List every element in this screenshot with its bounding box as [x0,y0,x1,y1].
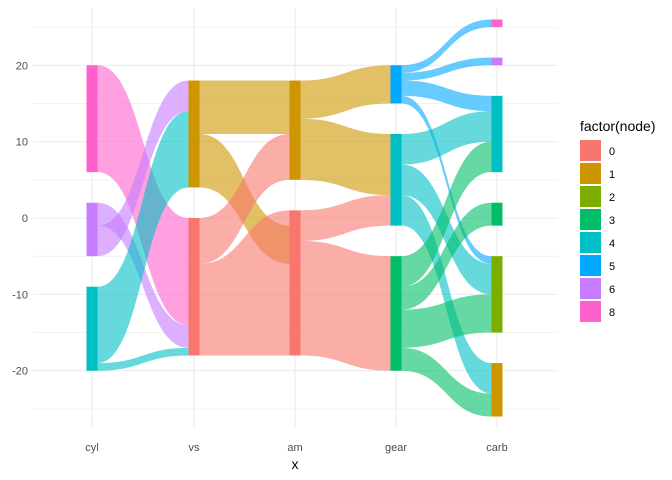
node-am-0 [289,210,301,356]
flow-am-to-gear [300,240,391,371]
node-bars [86,19,503,417]
node-cyl-8 [86,65,98,173]
x-tick-label-carb: carb [486,442,507,454]
x-tick-label-vs: vs [189,442,201,454]
flow-gear-to-carb [401,294,492,348]
node-carb-1 [491,363,503,417]
flow-cyl-to-vs [97,65,189,325]
legend-title: factor(node) [580,118,655,134]
flow-ribbons [97,19,492,417]
legend-label-8: 8 [609,307,615,319]
flow-gear-to-carb [401,57,492,81]
node-carb-3 [491,202,503,226]
x-tick-label-cyl: cyl [85,442,98,454]
flow-gear-to-carb [401,202,492,310]
flow-gear-to-carb [401,141,492,287]
flow-vs-to-am [199,80,290,134]
node-gear-3 [390,256,402,371]
legend-label-0: 0 [609,146,615,158]
node-am-1 [289,80,301,180]
legend-label-3: 3 [609,215,615,227]
flow-am-to-gear [300,65,391,119]
y-tick-label: -10 [12,289,28,301]
flow-cyl-to-vs [97,80,189,257]
flow-cyl-to-vs [97,111,189,364]
flow-gear-to-carb [401,95,492,264]
flow-cyl-to-vs [97,202,189,348]
flow-am-to-gear [300,118,391,196]
legend-key-0 [580,140,601,161]
node-vs-0 [188,218,200,356]
y-tick-label: -20 [12,366,28,378]
legend-key-8 [580,301,601,322]
x-tick-label-am: am [287,442,302,454]
legend-label-1: 1 [609,169,615,181]
legend-key-3 [580,209,601,230]
legend-label-2: 2 [609,192,615,204]
legend-label-5: 5 [609,261,615,273]
node-carb-4 [491,95,503,173]
flow-cyl-to-vs [97,347,189,371]
x-axis-title: x [292,456,299,472]
flow-vs-to-am [199,210,290,356]
legend-key-5 [580,255,601,276]
flow-gear-to-carb [401,80,492,112]
x-axis-ticks: cyl vs am gear carb [85,442,507,454]
flow-gear-to-carb [401,347,492,417]
x-tick-label-gear: gear [385,442,407,454]
flow-vs-to-am [199,134,290,264]
node-cyl-4 [86,286,98,371]
flow-gear-to-carb [401,19,492,73]
node-vs-1 [188,80,200,188]
y-tick-label: 20 [16,60,28,72]
legend-label-4: 4 [609,238,615,250]
y-axis-ticks: -20 -10 0 10 20 [12,60,28,377]
node-gear-4 [390,134,402,226]
node-cyl-6 [86,202,98,257]
legend-key-2 [580,186,601,207]
flow-gear-to-carb [401,195,492,394]
node-carb-6 [491,57,503,66]
y-tick-label: 0 [22,213,28,225]
flow-gear-to-carb [401,111,492,165]
flow-gear-to-carb [401,164,492,295]
node-carb-8 [491,19,503,28]
legend-label-6: 6 [609,284,615,296]
legend-key-1 [580,163,601,184]
legend: factor(node) 0 1 2 3 4 5 6 8 [580,118,655,322]
legend-key-4 [580,232,601,253]
node-carb-2 [491,256,503,333]
flow-am-to-gear [300,195,391,241]
node-gear-5 [390,65,402,104]
legend-key-6 [580,278,601,299]
y-tick-label: 10 [16,137,28,149]
